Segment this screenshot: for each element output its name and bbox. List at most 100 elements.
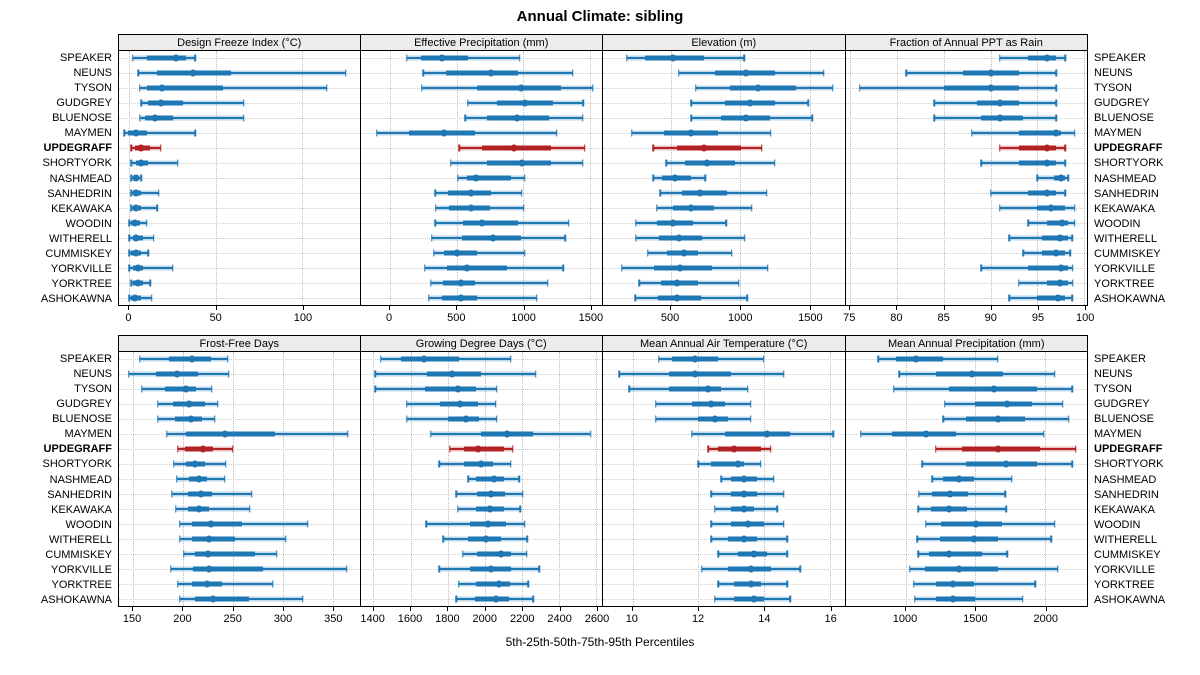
whisker-cap-high [582,99,585,107]
median-dot [996,99,1004,107]
box-25-75 [443,250,478,256]
row-guideline [119,252,360,254]
median-dot [157,99,165,107]
median-dot [185,400,193,408]
box-25-75 [965,461,1038,467]
median-dot [420,355,428,363]
whisker-cap-high [225,460,227,468]
median-dot [747,565,755,573]
site-label-kekawaka: KEKAWAKA [1094,503,1155,516]
whisker-cap-high [275,550,278,558]
x-axis: 150 200 250 300 350 [118,607,361,633]
whisker-cap-low [877,355,880,363]
plot-area [118,51,361,306]
whisker-line [131,162,178,165]
median-dot [968,370,976,378]
median-dot [742,69,750,77]
whisker-line [433,251,525,254]
median-dot [669,219,677,227]
median-dot [221,430,229,438]
whisker-line [1009,236,1072,239]
whisker-cap-low [425,520,428,528]
whisker-cap-high [1072,264,1074,272]
panel-row-bottom: SPEAKER NEUNS TYSON GUDGREY BLUENOSE MAYMEN UP… [0,335,1200,633]
whisker-cap-low [943,400,946,408]
whisker-cap-low [625,54,628,62]
tick-mark [128,306,130,310]
tick-label: 16 [824,613,837,625]
axis-caption: 5th-25th-50th-75th-95th Percentiles [505,635,695,649]
tick-mark [990,306,992,310]
whisker-cap-low [925,520,927,528]
whisker-cap-low [917,505,919,513]
median-dot [744,520,752,528]
whisker-cap-low [646,249,649,257]
median-dot [521,99,529,107]
median-dot [463,264,471,272]
whisker-cap-low [438,565,441,573]
whisker-cap-high [211,385,213,393]
median-dot [711,415,719,423]
whisker-cap-low [989,189,992,197]
whisker-cap-high [1074,219,1076,227]
whisker-cap-high [242,114,245,122]
site-label-cummiskey: CUMMISKEY [1094,548,1161,561]
site-label-yorktree: YORKTREE [1094,277,1155,290]
whisker-cap-low [999,204,1001,212]
site-label-witherell: WITHERELL [1094,232,1157,245]
whisker-cap-high [527,580,530,588]
whisker-cap-low [179,595,181,603]
whisker-cap-low [374,370,377,378]
tick-mark [975,607,977,611]
tick-label: 2200 [509,613,535,625]
whisker-cap-high [1071,460,1074,468]
panel-mean-annual-air-temperature-c: Mean Annual Air Temperature (°C) 10 12 14 16 [602,335,846,633]
x-axis: 1400 1600 1800 2000 2200 2400 2600 [360,607,609,633]
whisker-cap-high [518,475,520,483]
whisker-cap-high [523,520,526,528]
whisker-cap-low [720,475,723,483]
tick-label: 0 [386,312,393,324]
whisker-cap-low [892,385,895,393]
box-25-75 [1046,220,1069,226]
whisker-cap-high [145,219,148,227]
whisker-cap-low [971,129,973,137]
median-dot [482,535,490,543]
whisker-cap-low [166,430,168,438]
site-label-maymen: MAYMEN [1094,428,1142,441]
whisker-cap-high [746,294,748,302]
median-dot [204,550,212,558]
strip-title: Elevation (m) [602,34,846,51]
whisker-cap-high [704,174,707,182]
tick-mark [597,607,598,611]
strip-title: Mean Annual Precipitation (mm) [844,335,1088,352]
whisker-cap-low [455,595,457,603]
tick-label: 1600 [397,613,423,625]
median-dot [1003,400,1011,408]
median-dot [691,370,699,378]
site-label-yorkville: YORKVILLE [1094,262,1156,275]
median-dot [440,129,448,137]
whisker-cap-low [858,84,861,92]
whisker-cap-low [438,460,441,468]
whisker-cap-high [1004,490,1007,498]
whisker-cap-low [375,129,378,137]
box-25-75 [668,386,722,392]
tick-mark [740,306,742,310]
whisker-cap-low [434,189,436,197]
median-dot [955,565,963,573]
whisker-cap-low [457,505,459,513]
whisker-cap-low [177,580,179,588]
median-dot [955,475,963,483]
tick-mark [182,607,184,611]
site-label-gudgrey: GUDGREY [56,97,112,110]
whisker-cap-high [547,279,549,287]
whisker-cap-low [448,445,451,453]
whisker-cap-low [1036,174,1039,182]
whisker-cap-low [128,370,130,378]
median-dot [750,550,758,558]
whisker-cap-high [325,84,328,92]
whisker-cap-low [176,475,178,483]
tick-label: 1000 [892,613,918,625]
site-label-sanhedrin: SANHEDRIN [1094,187,1159,200]
